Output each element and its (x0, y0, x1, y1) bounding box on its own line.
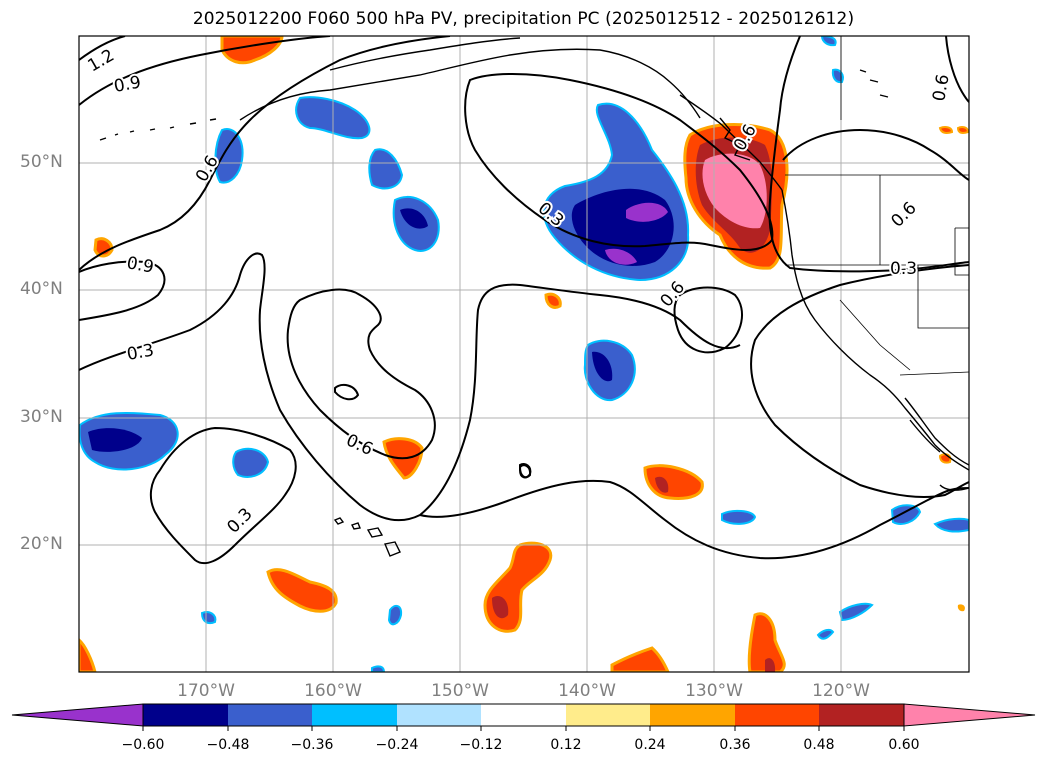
lat-label-50n: 50°N (20, 152, 63, 172)
lon-label-160w: 160°W (304, 681, 362, 701)
lon-label-130w: 130°W (685, 681, 743, 701)
colorbar-bin-9 (819, 704, 904, 726)
contour-label-2: 0.9 (112, 73, 142, 97)
negative-precip-anomaly-shading (79, 36, 969, 672)
graticule-grid (79, 36, 969, 672)
colorbar-bin-7 (650, 704, 735, 726)
contour-label-4: 0.9 (125, 253, 155, 277)
colorbar-bin-6 (566, 704, 650, 726)
lon-label-140w: 140°W (558, 681, 616, 701)
lon-label-120w: 120°W (812, 681, 870, 701)
political-borders (785, 36, 969, 376)
map-title: 2025012200 F060 500 hPa PV, precipitatio… (192, 9, 855, 29)
colorbar-tick-label-5: −0.12 (459, 737, 503, 753)
colorbar-tick-label-4: −0.24 (375, 737, 419, 753)
colorbar-tick-label-10: 0.60 (888, 737, 920, 753)
lat-label-40n: 40°N (20, 279, 63, 299)
colorbar-bin-5 (481, 704, 566, 726)
map-frame (78, 35, 970, 673)
colorbar-tick-label-2: −0.48 (206, 737, 250, 753)
contour-label-12: 0.3 (890, 259, 917, 279)
colorbar-tick-label-1: −0.60 (121, 737, 165, 753)
colorbar-tick-label-6: 0.12 (550, 737, 582, 753)
positive-precip-anomaly-shading (79, 36, 969, 672)
colorbar-bin-2 (228, 704, 312, 726)
colorbar-tick-label-8: 0.36 (719, 737, 751, 753)
colorbar-tick-label-3: −0.36 (290, 737, 334, 753)
lon-label-150w: 150°W (431, 681, 489, 701)
colorbar-extend-max (903, 703, 1036, 727)
colorbar-bin-4 (397, 704, 481, 726)
colorbar-outline (142, 703, 905, 727)
lat-label-30n: 30°N (20, 407, 63, 427)
colorbar-bin-8 (735, 704, 819, 726)
colorbar-bin-1 (143, 704, 228, 726)
colorbar-ticks (142, 726, 905, 731)
lat-label-20n: 20°N (20, 534, 63, 554)
colorbar (11, 703, 1036, 731)
colorbar-tick-label-9: 0.48 (803, 737, 835, 753)
colorbar-extend-min (11, 703, 144, 727)
colorbar-tick-label-7: 0.24 (634, 737, 666, 753)
pv-contours (79, 36, 969, 565)
lon-label-170w: 170°W (177, 681, 235, 701)
colorbar-bin-3 (312, 704, 397, 726)
